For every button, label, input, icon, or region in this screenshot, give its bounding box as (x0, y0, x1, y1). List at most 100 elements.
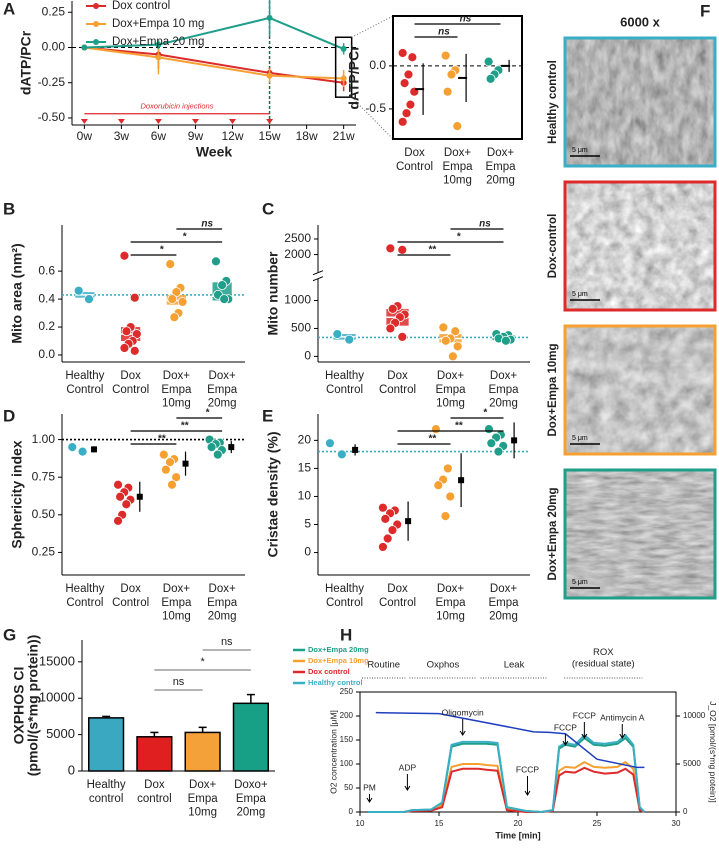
category-label: Healthy Control (65, 370, 104, 396)
data-point (177, 296, 188, 307)
data-point (493, 446, 504, 457)
data-point (485, 73, 496, 84)
panel-letter: H (340, 625, 352, 644)
y-tick-label: 1000 (284, 293, 311, 307)
data-point (397, 116, 408, 127)
y-tick-label: 0.6 (38, 263, 55, 277)
scale-bar-label: 5 μm (572, 579, 588, 586)
legend-label: Healthy control (308, 678, 363, 687)
y-tick-label: 0 (349, 807, 354, 816)
data-point (433, 480, 444, 491)
data-point (115, 491, 126, 502)
significance-label: ns (460, 14, 472, 25)
data-point (67, 442, 78, 453)
text-line: Empa (488, 384, 519, 396)
axis-label: dATP/PCr (346, 45, 362, 110)
category-label: Healthy Control (325, 370, 364, 396)
micrograph (565, 38, 715, 166)
data-point (431, 424, 441, 435)
plot-frame (359, 691, 677, 813)
legend-label: Dox+Empa 20 mg (112, 36, 204, 48)
category-label: Dox+ Empa 20mg (207, 370, 238, 410)
text-line: 20mg (489, 611, 518, 623)
data-point (121, 326, 132, 337)
text-line: Empa (161, 384, 192, 396)
micrograph (565, 182, 715, 310)
event-arrowhead (619, 733, 626, 739)
text-line: Control (396, 161, 433, 173)
text-line: Control (66, 384, 103, 396)
zoom-box (334, 36, 353, 98)
data-point (219, 294, 230, 304)
y-tick-label: 150 (340, 735, 354, 744)
text-line: Healthy (325, 583, 364, 595)
series-line (84, 16, 345, 50)
text-line: Empa (485, 161, 516, 173)
y-tick-label: 0.0 (38, 347, 55, 361)
text-line: Control (326, 597, 363, 609)
text-line: Control (326, 384, 363, 396)
data-point (167, 294, 178, 304)
x-tick-label: 10 (356, 819, 365, 828)
significance-label: ns (221, 636, 233, 648)
injection-marker (266, 119, 274, 124)
text-line: Empa (207, 597, 238, 609)
data-point (378, 502, 388, 513)
significance-label: * (200, 656, 205, 668)
category-label: Dox+ Empa 20mg (207, 583, 238, 623)
image-header: 6000 x (620, 14, 661, 29)
image-border (563, 180, 717, 312)
category-label: Dox+ Empa 10mg (188, 779, 219, 819)
y-tick-label: 15000 (39, 653, 75, 668)
data-point (212, 449, 223, 460)
data-point (385, 323, 396, 334)
data-point (211, 256, 221, 267)
data-point (450, 326, 461, 337)
axis-label: OXPHOS CI (11, 667, 27, 745)
text-line: (residual state) (572, 658, 635, 669)
text-line: Dox+ (189, 779, 216, 791)
data-point (380, 514, 391, 524)
text-line: Dox+ (444, 147, 471, 159)
image-border (563, 468, 717, 600)
text-line: 10mg (436, 398, 465, 410)
category-label: Dox control (137, 779, 172, 805)
data-point (160, 464, 171, 475)
text-line: Dox+ (209, 583, 236, 595)
data-point (397, 48, 408, 58)
x-tick-label: 15 (435, 819, 444, 828)
y-tick-label: 5 (304, 517, 311, 531)
text-line: Empa (435, 597, 466, 609)
significance-label: * (205, 408, 210, 419)
data-point (442, 86, 453, 97)
category-label: Dox+ Empa 10mg (442, 147, 473, 187)
x-tick-label: 0w (77, 129, 93, 143)
x-tick-label: 30 (672, 819, 681, 828)
panel-letter: G (3, 625, 16, 644)
y-tick-label: 0 (68, 762, 75, 777)
data-point (399, 78, 410, 88)
y-tick-label: 200 (340, 711, 354, 720)
injection-marker (80, 119, 88, 124)
category-label: Healthy control (87, 779, 126, 805)
significance-label: * (160, 245, 165, 256)
y-tick-label: 0 (304, 349, 311, 363)
legend-label: Dox+Empa 10mg (308, 656, 369, 665)
data-point (119, 250, 130, 261)
event-label: FCCP (554, 722, 577, 732)
data-point (446, 69, 457, 80)
y-tick-label: 0 (304, 545, 311, 559)
category-label: Dox+ Empa 10mg (435, 370, 466, 410)
text-line: 20mg (489, 398, 518, 410)
data-point (397, 245, 408, 255)
text-line: Dox+ (487, 147, 514, 159)
text-line: Dox (404, 147, 425, 159)
text-line: Empa (207, 384, 238, 396)
text-line: control (89, 793, 124, 805)
significance-label: ** (180, 421, 189, 432)
category-label: Dox+ Empa 20mg (488, 370, 519, 410)
data-point (438, 322, 449, 333)
data-point (73, 285, 84, 296)
x-axis-label: Week (196, 144, 233, 160)
data-point (340, 45, 347, 52)
